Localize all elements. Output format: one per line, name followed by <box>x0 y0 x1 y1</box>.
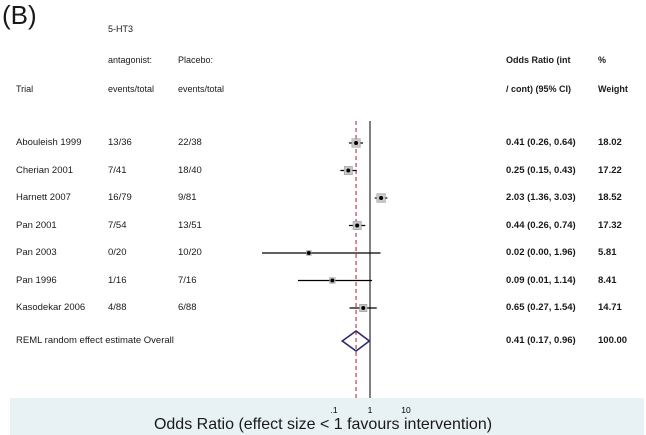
odds-ratio-ci: 0.65 (0.27, 1.54) <box>506 302 576 313</box>
study-weight: 17.22 <box>598 164 622 176</box>
antagonist-events: 0/20 <box>108 247 127 258</box>
point-estimate <box>379 196 384 200</box>
trial-name: Pan 1996 <box>16 274 57 286</box>
panel-label: (B) <box>2 0 37 30</box>
x-axis-title: Odds Ratio (effect size < 1 favours inte… <box>153 416 493 433</box>
placebo-events: 22/38 <box>178 137 202 148</box>
header-antagonist-line3: events/total <box>108 84 155 94</box>
overall-odds-ratio-ci: 0.41 (0.17, 0.96) <box>506 335 576 346</box>
x-tick-label: 1 <box>368 405 373 415</box>
placebo-events: 18/40 <box>178 164 202 176</box>
header-odds-ratio-line2: / cont) (95% CI) <box>506 84 572 94</box>
trial-name: Pan 2001 <box>16 219 57 231</box>
odds-ratio-ci: 0.44 (0.26, 0.74) <box>506 219 576 231</box>
x-tick-label: 10 <box>401 405 411 415</box>
header-weight-line1: % <box>598 55 607 65</box>
point-estimate <box>361 306 366 310</box>
placebo-events: 10/20 <box>178 247 202 258</box>
odds-ratio-ci: 0.09 (0.01, 1.14) <box>506 274 576 286</box>
point-estimate <box>354 141 359 145</box>
trial-name: Abouleish 1999 <box>16 137 82 148</box>
study-weight: 18.02 <box>598 137 622 148</box>
trial-name: Harnett 2007 <box>16 192 71 203</box>
header-placebo-line2: events/total <box>178 84 225 94</box>
header-placebo-line1: Placebo: <box>178 55 214 65</box>
study-weight: 14.71 <box>598 302 622 313</box>
header-antagonist-line1: 5-HT3 <box>108 24 134 34</box>
study-weight: 17.32 <box>598 219 622 231</box>
odds-ratio-ci: 2.03 (1.36, 3.03) <box>506 192 576 203</box>
trial-name: Pan 2003 <box>16 247 57 258</box>
placebo-events: 6/88 <box>178 302 197 313</box>
odds-ratio-ci: 0.41 (0.26, 0.64) <box>506 137 576 148</box>
point-estimate <box>346 168 351 173</box>
study-weight: 8.41 <box>598 274 617 286</box>
placebo-events: 13/51 <box>178 219 202 231</box>
trial-name: Cherian 2001 <box>16 164 74 176</box>
antagonist-events: 1/16 <box>108 274 127 286</box>
odds-ratio-ci: 0.02 (0.00, 1.96) <box>506 247 576 258</box>
header-odds-ratio-line1: Odds Ratio (int <box>506 55 571 65</box>
header-trial: Trial <box>16 84 34 94</box>
header-antagonist-line2: antagonist: <box>108 55 153 65</box>
overall-weight: 100.00 <box>598 335 628 346</box>
placebo-events: 7/16 <box>178 274 197 286</box>
antagonist-events: 4/88 <box>108 302 127 313</box>
x-tick-label: .1 <box>330 405 337 415</box>
antagonist-events: 7/41 <box>108 164 127 176</box>
placebo-events: 9/81 <box>178 192 197 203</box>
antagonist-events: 16/79 <box>108 192 132 203</box>
study-weight: 5.81 <box>598 247 617 258</box>
antagonist-events: 13/36 <box>108 137 132 148</box>
overall-diamond <box>340 330 371 352</box>
point-estimate <box>306 251 311 255</box>
study-weight: 18.52 <box>598 192 622 203</box>
trial-name: Kasodekar 2006 <box>16 302 86 313</box>
header-weight-line2: Weight <box>598 84 628 94</box>
point-estimate <box>355 223 360 228</box>
antagonist-events: 7/54 <box>108 219 127 231</box>
axis-footer-band <box>10 398 644 435</box>
point-estimate <box>330 278 335 283</box>
overall-label: REML random effect estimate Overall <box>16 335 174 346</box>
odds-ratio-ci: 0.25 (0.15, 0.43) <box>506 164 576 176</box>
